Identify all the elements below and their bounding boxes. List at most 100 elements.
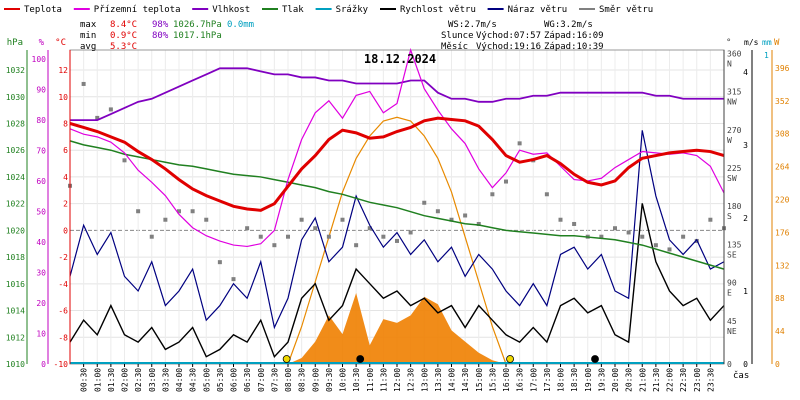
hpa-tick-label: 1010 — [6, 360, 25, 369]
stats-max-press: 1026.7hPa — [173, 20, 222, 30]
wind-direction-point — [177, 209, 181, 214]
x-tick-label: 19:00 — [584, 368, 593, 392]
temp-tick-label: -6 — [58, 307, 68, 316]
wind-direction-point — [517, 141, 522, 146]
x-tick-label: 19:30 — [597, 368, 606, 392]
wind-tick-label: 4 — [743, 68, 748, 77]
humidity-tick-label: 20 — [36, 299, 46, 308]
hpa-tick-label: 1032 — [6, 66, 25, 75]
radiation-tick-label: 0 — [775, 360, 780, 369]
stats-max-temp: 8.4°C — [110, 20, 137, 30]
x-tick-label: 14:00 — [448, 368, 457, 392]
wind-direction-point — [490, 192, 495, 197]
direction-tick-label: 90 — [727, 279, 737, 288]
wind-direction-point — [81, 81, 86, 86]
x-tick-label: 02:00 — [121, 368, 130, 392]
wind-direction-point — [286, 234, 290, 239]
wind-direction-point — [463, 213, 468, 218]
temp-tick-label: 10 — [58, 93, 68, 102]
direction-tick-direction: W — [727, 136, 732, 145]
stats-moonrise: Východ:19:16 — [476, 42, 541, 52]
legend-label: Rychlost větru — [400, 5, 476, 15]
temp-tick-label: 4 — [63, 173, 68, 182]
stats-avg-temp: 5.3°C — [110, 42, 137, 52]
wind-direction-point — [504, 179, 508, 184]
wind-direction-point — [544, 192, 549, 197]
hpa-tick-label: 1024 — [6, 173, 25, 182]
direction-tick-direction: N — [727, 59, 732, 68]
wind-direction-point — [599, 234, 604, 239]
wind-direction-point — [422, 200, 427, 205]
direction-tick-direction: S — [727, 212, 732, 221]
sunrise-marker — [282, 355, 291, 363]
x-tick-label: 08:30 — [298, 368, 307, 392]
legend-label: Srážky — [336, 5, 369, 15]
temp-axis-title: °C — [55, 38, 66, 48]
humidity-tick-label: 50 — [36, 208, 46, 217]
x-tick-label: 17:00 — [529, 368, 538, 392]
theoretical-radiation-line — [287, 116, 507, 365]
temp-tick-label: 2 — [63, 200, 68, 209]
humidity-tick-label: 80 — [36, 116, 46, 125]
legend-label: Přízemní teplota — [94, 5, 181, 15]
wind-tick-label: 1 — [743, 287, 748, 296]
wind-direction-point — [572, 221, 577, 226]
humidity-tick-label: 0 — [41, 360, 46, 369]
temp-tick-label: 12 — [58, 66, 68, 75]
wind-direction-point — [667, 247, 672, 252]
x-tick-label: 05:30 — [216, 368, 225, 392]
wind-direction-point — [95, 115, 100, 120]
x-tick-label: 07:30 — [270, 368, 279, 392]
hpa-tick-label: 1020 — [6, 226, 25, 235]
hpa-tick-label: 1012 — [6, 333, 25, 342]
hpa-tick-label: 1018 — [6, 253, 25, 262]
x-tick-label: 06:30 — [243, 368, 252, 392]
rain-axis-title: mm — [762, 38, 772, 47]
radiation-tick-label: 220 — [775, 196, 790, 205]
series-teplota — [69, 116, 725, 212]
direction-tick-direction: NE — [727, 327, 737, 336]
stats-sunset: Západ:16:09 — [544, 31, 604, 41]
direction-tick-direction: NW — [727, 98, 737, 107]
humidity-tick-label: 40 — [36, 238, 46, 247]
direction-tick-label: 45 — [727, 317, 737, 326]
radiation-tick-label: 352 — [775, 97, 790, 106]
stats-sunrise: Východ:07:57 — [476, 31, 541, 41]
direction-tick-label: 315 — [727, 88, 742, 97]
humidity-tick-label: 100 — [32, 55, 47, 64]
direction-tick-label: 225 — [727, 164, 742, 173]
series-group — [68, 47, 726, 364]
temp-tick-label: 0 — [63, 226, 68, 235]
wind-tick-label: 2 — [743, 214, 748, 223]
direction-tick-label: 135 — [727, 240, 742, 249]
stats-max-rain: 0.0mm — [227, 20, 254, 30]
wind-direction-point — [258, 234, 263, 239]
legend-label: Směr větru — [599, 5, 653, 15]
x-tick-label: 04:30 — [189, 368, 198, 392]
humidity-tick-label: 10 — [36, 330, 46, 339]
hpa-tick-label: 1026 — [6, 146, 25, 155]
x-tick-label: 02:30 — [134, 368, 143, 392]
wind-direction-point — [395, 238, 399, 243]
wind-direction-point — [231, 277, 236, 282]
stats-moonset: Západ:10:39 — [544, 42, 604, 52]
temp-tick-label: -4 — [58, 280, 68, 289]
hpa-axis-title: hPa — [7, 38, 23, 48]
x-tick-label: 21:00 — [638, 368, 647, 392]
x-tick-label: 15:00 — [475, 368, 484, 392]
wind-direction-point — [190, 209, 195, 214]
x-tick-label: 18:30 — [570, 368, 579, 392]
legend-label: Tlak — [282, 5, 304, 15]
series-rychlost-vetru — [69, 203, 725, 359]
wind-direction-point — [367, 226, 372, 231]
humidity-tick-label: 70 — [36, 147, 46, 156]
wind-direction-point — [326, 234, 331, 239]
x-tick-label: 14:30 — [461, 368, 470, 392]
direction-tick-direction: E — [727, 289, 732, 298]
wind-direction-point — [245, 226, 250, 231]
x-tick-label: 12:00 — [393, 368, 402, 392]
x-tick-label: 07:00 — [257, 368, 266, 392]
x-tick-label: 11:00 — [366, 368, 375, 392]
direction-tick-label: 360 — [727, 49, 742, 58]
x-tick-label: 22:30 — [679, 368, 688, 392]
